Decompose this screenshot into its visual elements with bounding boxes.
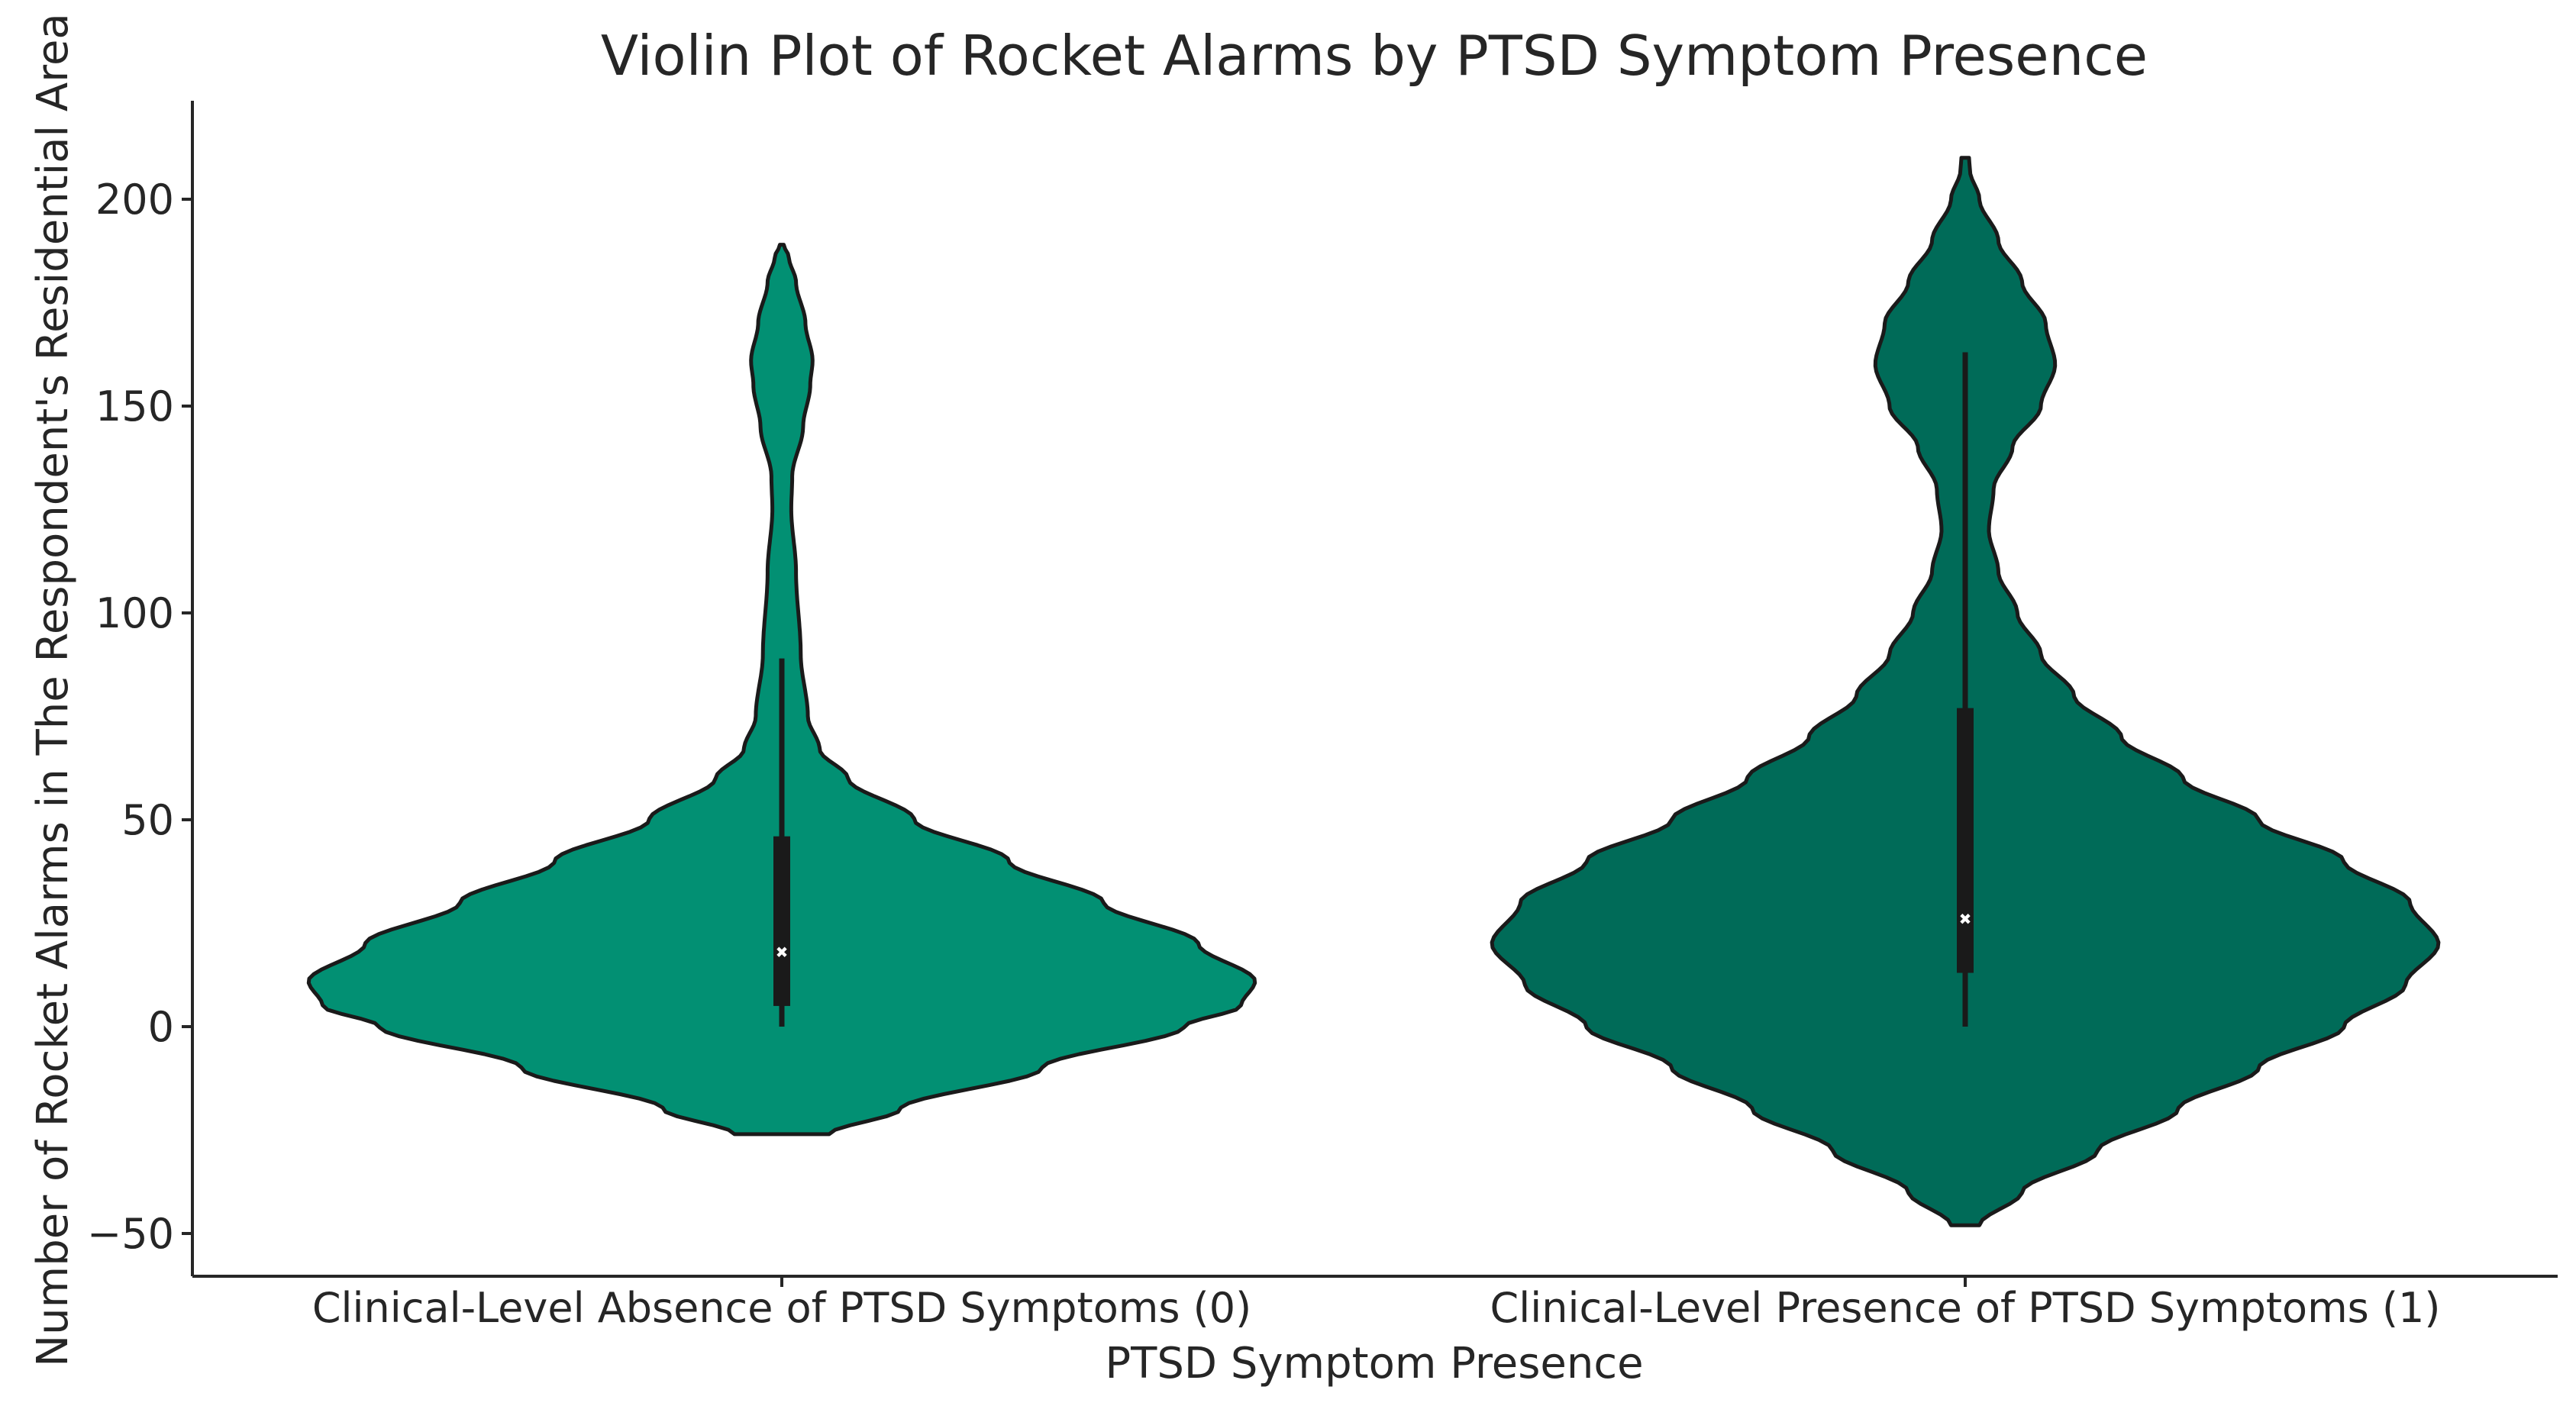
violin-iqr-box-0: [773, 836, 790, 1006]
x-tick-label: Clinical-Level Presence of PTSD Symptoms…: [1490, 1284, 2441, 1332]
y-tick-label: 100: [95, 589, 174, 637]
y-tick-label: 150: [95, 382, 174, 431]
y-tick-label: 50: [121, 796, 174, 844]
y-tick-label: 0: [148, 1003, 174, 1051]
x-axis-title: PTSD Symptom Presence: [1105, 1339, 1643, 1388]
chart-title: Violin Plot of Rocket Alarms by PTSD Sym…: [601, 24, 2148, 88]
x-tick-label: Clinical-Level Absence of PTSD Symptoms …: [312, 1284, 1251, 1332]
y-axis-title: Number of Rocket Alarms in The Responden…: [28, 13, 78, 1366]
violin-median-marker-1: ✖: [1959, 910, 1972, 928]
violins-group: ✖✖: [306, 156, 2441, 1227]
violin-iqr-box-1: [1957, 708, 1974, 973]
y-ticks-group: −50 0 50 100 150 200: [87, 176, 192, 1258]
y-tick-label: −50: [87, 1210, 174, 1258]
violin-median-marker-0: ✖: [776, 943, 789, 961]
y-tick-label: 200: [95, 176, 174, 224]
x-ticks-group: Clinical-Level Absence of PTSD Symptoms …: [312, 1276, 2441, 1332]
